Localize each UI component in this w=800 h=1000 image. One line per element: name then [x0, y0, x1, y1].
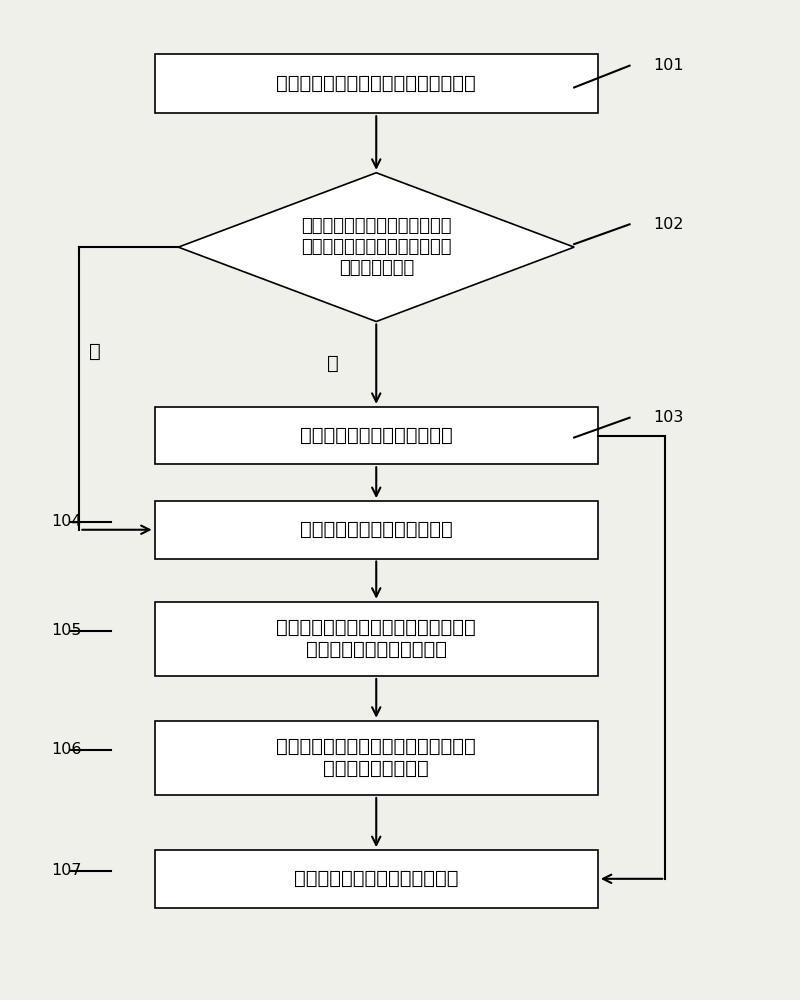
- Polygon shape: [178, 173, 574, 321]
- FancyBboxPatch shape: [154, 850, 598, 908]
- Text: 104: 104: [52, 514, 82, 529]
- Text: 107: 107: [52, 863, 82, 878]
- Text: 将营养液通过回收管道进行回收: 将营养液通过回收管道进行回收: [294, 869, 458, 888]
- Text: 将第一定植管道的第一电磁阀以及第二
电磁阀关闭并发出污染提示: 将第一定植管道的第一电磁阀以及第二 电磁阀关闭并发出污染提示: [276, 618, 476, 659]
- Text: 101: 101: [654, 58, 684, 73]
- Text: 103: 103: [654, 410, 684, 425]
- FancyBboxPatch shape: [154, 721, 598, 795]
- Text: 102: 102: [654, 217, 684, 232]
- Text: 105: 105: [52, 623, 82, 638]
- Text: 确定定植管道为第一定植管道: 确定定植管道为第一定植管道: [300, 520, 453, 539]
- FancyBboxPatch shape: [154, 54, 598, 113]
- FancyBboxPatch shape: [154, 501, 598, 559]
- Text: 是: 是: [90, 342, 101, 361]
- Text: 通过消毒处理设备对第一定植管道中的
营养液进行消毒处理: 通过消毒处理设备对第一定植管道中的 营养液进行消毒处理: [276, 737, 476, 778]
- Text: 通过污染检测设备检测至少一个
定植管道的营养液的微生物含量
是否达到预设值: 通过污染检测设备检测至少一个 定植管道的营养液的微生物含量 是否达到预设值: [301, 217, 451, 277]
- Text: 确定定植管道为第二定植管道: 确定定植管道为第二定植管道: [300, 426, 453, 445]
- Text: 否: 否: [327, 354, 338, 373]
- Text: 控制营养液通过输入管道流入定植管道: 控制营养液通过输入管道流入定植管道: [276, 74, 476, 93]
- FancyBboxPatch shape: [154, 407, 598, 464]
- FancyBboxPatch shape: [154, 602, 598, 676]
- Text: 106: 106: [52, 742, 82, 757]
